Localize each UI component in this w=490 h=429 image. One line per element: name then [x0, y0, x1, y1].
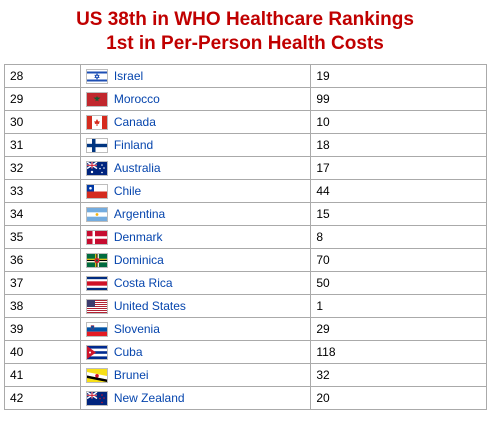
cuba-flag-icon	[85, 344, 108, 360]
country-link[interactable]: Brunei	[113, 368, 149, 383]
country-link[interactable]: Denmark	[113, 230, 163, 245]
country-link[interactable]: Israel	[113, 69, 144, 84]
cost-rank-cell: 20	[310, 386, 487, 410]
rank-cell: 30	[4, 110, 81, 134]
australia-flag-icon	[85, 160, 108, 176]
rank-cell: 40	[4, 340, 81, 364]
country-cell: Morocco	[79, 87, 312, 111]
table-row: 37 Costa Rica 50	[4, 271, 487, 295]
cost-rank-cell: 1	[310, 294, 487, 318]
table-row: 42 New Zealand 20	[4, 386, 487, 410]
rank-cell: 29	[4, 87, 81, 111]
cost-rank-cell: 50	[310, 271, 487, 295]
cost-rank-cell: 15	[310, 202, 487, 226]
title-line-1: US 38th in WHO Healthcare Rankings	[76, 9, 414, 30]
costa-rica-flag-icon	[85, 275, 108, 291]
cost-rank-cell: 8	[310, 225, 487, 249]
table-row: 33 Chile 44	[4, 179, 487, 203]
country-cell: New Zealand	[79, 386, 312, 410]
rank-cell: 34	[4, 202, 81, 226]
denmark-flag-icon	[85, 229, 108, 245]
country-link[interactable]: Argentina	[113, 207, 166, 222]
israel-flag-icon	[85, 68, 108, 84]
table-row: 39 Slovenia 29	[4, 317, 487, 341]
rank-cell: 41	[4, 363, 81, 387]
chile-flag-icon	[85, 183, 108, 199]
rankings-table: 28 Israel 19 29 Morocco 99 30 Canada 10 …	[4, 64, 487, 410]
country-link[interactable]: Slovenia	[113, 322, 160, 337]
country-link[interactable]: Costa Rica	[113, 276, 173, 291]
country-cell: Finland	[79, 133, 312, 157]
country-cell: Dominica	[79, 248, 312, 272]
country-cell: Argentina	[79, 202, 312, 226]
cost-rank-cell: 44	[310, 179, 487, 203]
cost-rank-cell: 70	[310, 248, 487, 272]
country-link[interactable]: Chile	[113, 184, 142, 199]
new-zealand-flag-icon	[85, 390, 108, 406]
rank-cell: 38	[4, 294, 81, 318]
cost-rank-cell: 29	[310, 317, 487, 341]
rank-cell: 39	[4, 317, 81, 341]
rank-cell: 31	[4, 133, 81, 157]
country-cell: Denmark	[79, 225, 312, 249]
table-row: 41 Brunei 32	[4, 363, 487, 387]
table-row: 34 Argentina 15	[4, 202, 487, 226]
united-states-flag-icon	[85, 298, 108, 314]
page-title: US 38th in WHO Healthcare Rankings 1st i…	[0, 8, 490, 56]
rank-cell: 35	[4, 225, 81, 249]
table-row: 38 United States 1	[4, 294, 487, 318]
country-link[interactable]: Dominica	[113, 253, 164, 268]
table-row: 30 Canada 10	[4, 110, 487, 134]
country-cell: Cuba	[79, 340, 312, 364]
country-cell: Australia	[79, 156, 312, 180]
rank-cell: 33	[4, 179, 81, 203]
canada-flag-icon	[85, 114, 108, 130]
country-link[interactable]: Finland	[113, 138, 154, 153]
title-line-2: 1st in Per-Person Health Costs	[106, 33, 384, 54]
country-link[interactable]: Australia	[113, 161, 161, 176]
cost-rank-cell: 18	[310, 133, 487, 157]
cost-rank-cell: 17	[310, 156, 487, 180]
rank-cell: 32	[4, 156, 81, 180]
country-cell: United States	[79, 294, 312, 318]
rank-cell: 36	[4, 248, 81, 272]
country-link[interactable]: New Zealand	[113, 391, 185, 406]
argentina-flag-icon	[85, 206, 108, 222]
slovenia-flag-icon	[85, 321, 108, 337]
country-cell: Costa Rica	[79, 271, 312, 295]
table-row: 29 Morocco 99	[4, 87, 487, 111]
finland-flag-icon	[85, 137, 108, 153]
morocco-flag-icon	[85, 91, 108, 107]
country-cell: Canada	[79, 110, 312, 134]
dominica-flag-icon	[85, 252, 108, 268]
country-link[interactable]: Cuba	[113, 345, 143, 360]
table-row: 28 Israel 19	[4, 64, 487, 88]
rank-cell: 42	[4, 386, 81, 410]
cost-rank-cell: 32	[310, 363, 487, 387]
cost-rank-cell: 99	[310, 87, 487, 111]
country-cell: Slovenia	[79, 317, 312, 341]
country-cell: Brunei	[79, 363, 312, 387]
cost-rank-cell: 10	[310, 110, 487, 134]
table-row: 36 Dominica 70	[4, 248, 487, 272]
country-cell: Israel	[79, 64, 312, 88]
cost-rank-cell: 19	[310, 64, 487, 88]
table-row: 32 Australia 17	[4, 156, 487, 180]
table-row: 40 Cuba 118	[4, 340, 487, 364]
country-link[interactable]: Morocco	[113, 92, 160, 107]
table-row: 31 Finland 18	[4, 133, 487, 157]
country-cell: Chile	[79, 179, 312, 203]
brunei-flag-icon	[85, 367, 108, 383]
country-link[interactable]: United States	[113, 299, 186, 314]
rank-cell: 37	[4, 271, 81, 295]
cost-rank-cell: 118	[310, 340, 487, 364]
rank-cell: 28	[4, 64, 81, 88]
table-row: 35 Denmark 8	[4, 225, 487, 249]
country-link[interactable]: Canada	[113, 115, 156, 130]
